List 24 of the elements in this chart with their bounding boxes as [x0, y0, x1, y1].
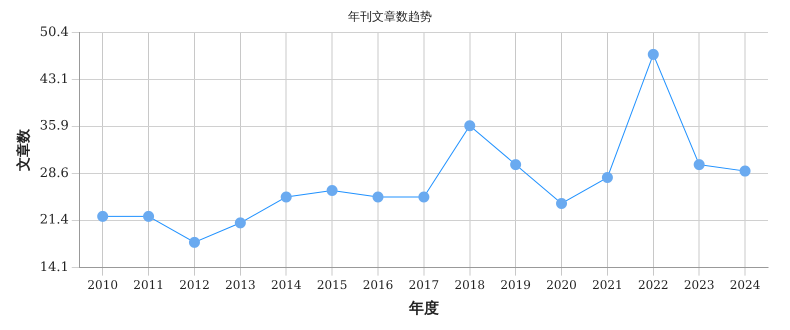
x-tick-label: 2018 — [454, 278, 486, 292]
x-tick-label: 2010 — [87, 278, 118, 292]
x-tick-label: 2016 — [362, 278, 394, 292]
y-tick-label: 43.1 — [40, 72, 69, 88]
y-tick-label: 50.4 — [40, 24, 69, 40]
x-tick-label: 2024 — [730, 278, 761, 292]
x-tick-label: 2017 — [408, 278, 440, 292]
x-tick-label: 2019 — [500, 278, 531, 292]
x-tick-label: 2022 — [638, 278, 669, 292]
x-tick-label: 2015 — [316, 278, 348, 292]
x-tick-label: 2014 — [270, 278, 302, 292]
x-tick-label: 2021 — [592, 278, 623, 292]
y-tick-label: 28.6 — [40, 166, 69, 182]
chart-title: 年刊文章数趋势 — [348, 9, 432, 24]
x-axis-title: 年度 — [408, 298, 439, 317]
y-tick-label: 35.9 — [40, 118, 69, 134]
y-tick-label: 21.4 — [40, 212, 69, 228]
x-tick-label: 2013 — [225, 278, 256, 292]
y-axis-title: 文章数 — [15, 128, 32, 172]
x-tick-label: 2023 — [684, 278, 714, 292]
x-tick-label: 2011 — [133, 278, 164, 292]
x-tick-label: 2012 — [179, 278, 210, 292]
y-tick-label: 14.1 — [40, 260, 69, 275]
x-tick-label: 2020 — [546, 278, 577, 292]
